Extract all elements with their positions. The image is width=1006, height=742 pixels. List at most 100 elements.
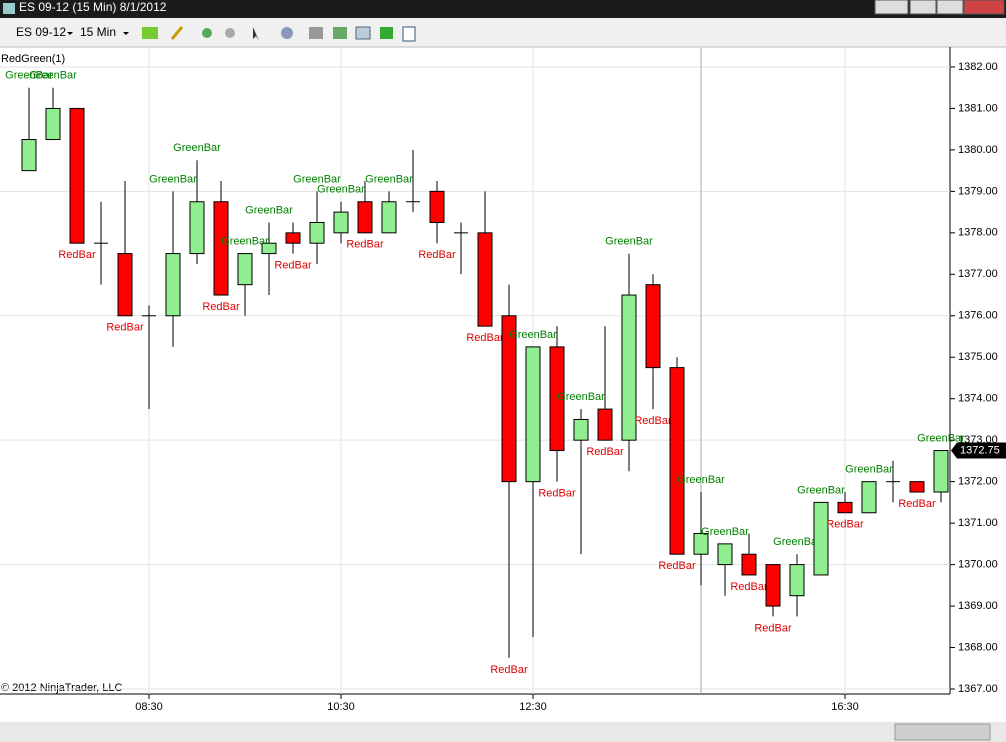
bar-label: GreenBar [773, 536, 821, 548]
y-tick-label: 1382.00 [958, 61, 998, 73]
candle-body [429, 190, 445, 223]
bar-label: RedBar [466, 332, 504, 344]
interval-selector[interactable]: 15 Min [80, 25, 116, 39]
bar-label: GreenBar [5, 70, 53, 82]
bar-label: GreenBar [917, 432, 965, 444]
y-tick-label: 1381.00 [958, 102, 998, 114]
candle-body [237, 253, 253, 286]
candle-body [693, 532, 709, 555]
bar-label: GreenBar [317, 184, 365, 196]
y-tick-label: 1374.00 [958, 393, 998, 405]
bar-label: GreenBar [173, 142, 221, 154]
bar-label: RedBar [346, 239, 384, 251]
bar-label: RedBar [754, 622, 792, 634]
zoom-in-icon[interactable] [202, 28, 212, 38]
candle-body [789, 564, 805, 597]
candle-body [933, 450, 949, 493]
candle-body [597, 408, 613, 441]
candle-body [813, 501, 829, 576]
y-tick-label: 1377.00 [958, 268, 998, 280]
chart-style-icon[interactable] [142, 27, 158, 39]
bar-label: GreenBar [221, 235, 269, 247]
candle-body [189, 201, 205, 255]
bar-label: RedBar [730, 581, 768, 593]
y-tick-label: 1369.00 [958, 600, 998, 612]
help-button[interactable] [874, 0, 909, 15]
bar-label: RedBar [58, 249, 96, 261]
dropdown-arrow [67, 32, 73, 35]
app-icon [3, 3, 15, 14]
bar-label: GreenBar [509, 329, 557, 341]
candle-body [837, 501, 853, 514]
candle-body [381, 201, 397, 234]
candle-body [45, 107, 61, 141]
orders-icon[interactable] [380, 27, 393, 39]
candle-body [165, 253, 181, 317]
instrument-selector[interactable]: ES 09-12 [16, 25, 66, 39]
dropdown-arrow [123, 32, 129, 35]
bar-label: GreenBar [245, 204, 293, 216]
x-tick-label: 08:30 [135, 701, 163, 713]
properties-icon[interactable] [309, 27, 323, 39]
y-tick-label: 1380.00 [958, 144, 998, 156]
crosshair-icon[interactable] [281, 27, 293, 39]
cursor-icon[interactable] [253, 27, 259, 41]
window-title: ES 09-12 (15 Min) 8/1/2012 [19, 0, 167, 14]
drawing-tool-icon[interactable] [170, 26, 184, 40]
toolbar-icons [142, 26, 416, 42]
indicators-icon[interactable] [333, 27, 347, 39]
candle-body [261, 242, 277, 255]
bar-label: GreenBar [365, 173, 413, 185]
bar-label: RedBar [418, 249, 456, 261]
last-price-tag [951, 442, 1006, 459]
bar-label: RedBar [826, 519, 864, 531]
candle-body [909, 481, 925, 493]
toolbar [0, 18, 1006, 47]
bar-label: RedBar [634, 415, 672, 427]
x-tick-label: 16:30 [831, 701, 859, 713]
bar-label: RedBar [274, 259, 312, 271]
y-tick-label: 1368.00 [958, 641, 998, 653]
scrollbar-thumb[interactable] [894, 723, 991, 741]
candle-body [741, 553, 757, 576]
candle-body [309, 221, 325, 244]
candle-body [717, 543, 733, 566]
y-tick-label: 1375.00 [958, 351, 998, 363]
strategies-icon[interactable] [355, 26, 371, 40]
candle-body [357, 201, 373, 234]
candle-body [333, 211, 349, 234]
zoom-out-icon[interactable] [225, 28, 235, 38]
copyright: © 2012 NinjaTrader, LLC [1, 682, 122, 694]
bar-label: GreenBar [701, 526, 749, 538]
indicator-label: RedGreen(1) [1, 53, 65, 65]
y-tick-label: 1372.00 [958, 476, 998, 488]
candle-body [765, 564, 781, 607]
candle-body [549, 346, 565, 452]
minimize-button[interactable] [909, 0, 937, 15]
last-price-label: 1372.75 [960, 444, 1000, 456]
scrollbar[interactable] [0, 722, 1006, 742]
bar-label: RedBar [490, 664, 528, 676]
candle-body [21, 139, 37, 172]
bar-label: GreenBar [29, 70, 77, 82]
bar-label: GreenBar [605, 235, 653, 247]
candle-body [669, 367, 685, 555]
candle-body [861, 481, 877, 514]
y-tick-label: 1370.00 [958, 558, 998, 570]
bar-label: RedBar [538, 488, 576, 500]
bar-label: RedBar [658, 560, 696, 572]
y-tick-label: 1379.00 [958, 185, 998, 197]
candle-body [645, 284, 661, 369]
bar-label: RedBar [106, 322, 144, 334]
bar-label: RedBar [586, 446, 624, 458]
data-box-icon[interactable] [402, 26, 416, 42]
candle-body [501, 315, 517, 483]
bar-label: GreenBar [797, 484, 845, 496]
x-tick-label: 10:30 [327, 701, 355, 713]
close-button[interactable] [963, 0, 1005, 15]
y-tick-label: 1367.00 [958, 683, 998, 695]
maximize-button[interactable] [936, 0, 964, 15]
y-tick-label: 1378.00 [958, 227, 998, 239]
candle-body [573, 418, 589, 441]
